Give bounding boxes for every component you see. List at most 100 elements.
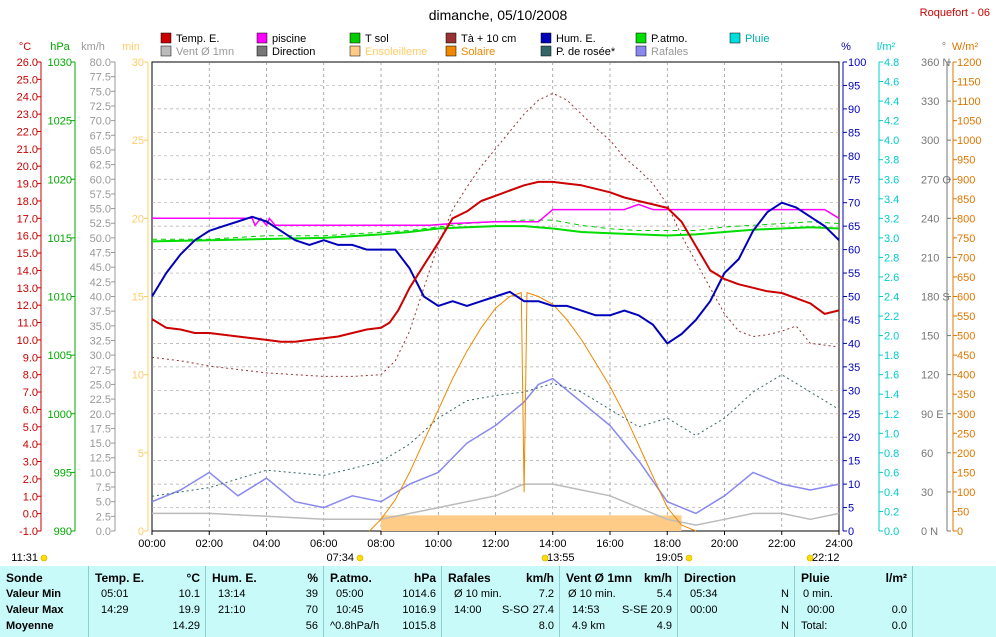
kmh-axis-label: 27.5 bbox=[90, 365, 111, 377]
pct-axis-label: 10 bbox=[848, 479, 860, 491]
kmh-axis-label: 37.5 bbox=[90, 306, 111, 318]
wm2-axis-label: 300 bbox=[957, 409, 975, 421]
kmh-axis-label: 52.5 bbox=[90, 218, 111, 230]
marker-sun-icon bbox=[40, 554, 48, 562]
unit-label: hPa bbox=[50, 41, 70, 53]
temp-axis-label: 1.0 bbox=[23, 491, 38, 503]
dir-axis-label: 30 bbox=[921, 487, 933, 499]
rain-axis-label: 0.8 bbox=[884, 448, 899, 460]
temp-axis-label: 11.0 bbox=[17, 318, 38, 330]
dir-axis-label: 330 bbox=[921, 96, 939, 108]
kmh-axis-label: 42.5 bbox=[90, 277, 111, 289]
wm2-axis-label: 700 bbox=[957, 252, 975, 264]
rafales-unit: km/h bbox=[525, 571, 554, 585]
legend-label: Hum. E. bbox=[556, 33, 596, 45]
kmh-axis-label: 55.0 bbox=[90, 204, 111, 216]
legend-label: Solaire bbox=[461, 46, 495, 58]
rain-axis-label: 4.0 bbox=[884, 135, 899, 147]
rain-axis-label: 3.8 bbox=[884, 155, 899, 167]
x-tick-label: 02:00 bbox=[195, 538, 223, 550]
rafales-max-val: 27.4 bbox=[532, 604, 554, 616]
series-vent-1mn bbox=[152, 483, 840, 526]
pct-axis-label: 75 bbox=[848, 174, 860, 186]
patmo-trend: ^0.8hPa/h bbox=[330, 620, 380, 632]
hum-min-val: 39 bbox=[305, 588, 318, 600]
legend-label: P.atmo. bbox=[651, 33, 688, 45]
patmo-mean: 1015.8 bbox=[402, 620, 436, 632]
dir-axis-label: 60 bbox=[921, 448, 933, 460]
rain-axis-label: 1.8 bbox=[884, 350, 899, 362]
rain-axis-label: 3.2 bbox=[884, 213, 899, 225]
pct-axis-label: 55 bbox=[848, 268, 860, 280]
min-axis-label: 15 bbox=[132, 292, 144, 304]
marker-sun-icon bbox=[541, 554, 549, 562]
dir-axis-label: 0 N bbox=[921, 526, 938, 538]
legend-swatch bbox=[349, 45, 361, 57]
vent-header: Vent Ø 1mn bbox=[566, 571, 633, 585]
station-name: Roquefort - 06 bbox=[920, 7, 990, 19]
vent-max-val: 20.9 bbox=[650, 604, 672, 616]
temp-axis-label: 19.0 bbox=[17, 179, 38, 191]
row-label-mean: Moyenne bbox=[6, 620, 54, 632]
series-solaire bbox=[369, 292, 697, 532]
kmh-axis-label: 45.0 bbox=[90, 262, 111, 274]
pluie-total-label: Total: bbox=[801, 620, 828, 632]
legend-label: Ensoleilleme bbox=[365, 46, 427, 58]
kmh-axis-label: 60.0 bbox=[90, 174, 111, 186]
hpa-axis-label: 1005 bbox=[48, 350, 72, 362]
temp-axis-label: 18.0 bbox=[17, 196, 38, 208]
pluie-total: 0.0 bbox=[891, 620, 907, 632]
hum-header: Hum. E. bbox=[212, 571, 257, 585]
rain-axis-label: 0.2 bbox=[884, 506, 899, 518]
pluie-min-time: 0 min. bbox=[803, 588, 833, 600]
col-patmo: P.atmo. hPa 05:00 1014.6 10:45 1016.9 ^0.8h… bbox=[323, 566, 442, 637]
dir-axis-label: 210 bbox=[921, 252, 939, 264]
kmh-axis-label: 75.0 bbox=[90, 86, 111, 98]
rain-axis-label: 4.2 bbox=[884, 116, 899, 128]
temp-axis-label: 21.0 bbox=[17, 144, 38, 156]
dir-axis-label: 270 O bbox=[921, 174, 951, 186]
direction-min-val: N bbox=[781, 588, 789, 600]
legend-label: Pluie bbox=[745, 33, 769, 45]
rafales-min-time: Ø 10 min. bbox=[454, 588, 502, 600]
temp-mean: 14.29 bbox=[172, 620, 200, 632]
temp-axis-label: 7.0 bbox=[23, 387, 38, 399]
pct-axis-label: 40 bbox=[848, 338, 860, 350]
x-tick-label: 18:00 bbox=[653, 538, 681, 550]
col-rafales: Rafales km/h Ø 10 min. 7.2 14:00 S-SO 27.4 8… bbox=[441, 566, 560, 637]
rain-axis-label: 2.0 bbox=[884, 331, 899, 343]
legend-swatch bbox=[256, 45, 268, 57]
pluie-max-time: 00:00 bbox=[807, 604, 835, 616]
pct-axis-label: 15 bbox=[848, 456, 860, 468]
pct-axis-label: 60 bbox=[848, 245, 860, 257]
rain-axis-label: 0.0 bbox=[884, 526, 899, 538]
vent-max-dir: S-SE bbox=[622, 604, 648, 616]
rain-axis-label: 3.6 bbox=[884, 174, 899, 186]
min-axis-label: 0 bbox=[138, 526, 144, 538]
dir-axis-label: 300 bbox=[921, 135, 939, 147]
kmh-axis-label: 40.0 bbox=[90, 292, 111, 304]
rafales-max-time: 14:00 bbox=[454, 604, 482, 616]
vent-min-val: 5.4 bbox=[656, 588, 672, 600]
kmh-axis-label: 7.5 bbox=[96, 482, 111, 494]
temp-axis-label: 6.0 bbox=[23, 404, 38, 416]
hpa-axis-label: 1020 bbox=[48, 174, 72, 186]
legend-label: Direction bbox=[272, 46, 315, 58]
vent-max-time: 14:53 bbox=[572, 604, 600, 616]
kmh-axis-label: 80.0 bbox=[90, 57, 111, 69]
weather-chart: dimanche, 05/10/2008 Roquefort - 06 Temp… bbox=[11, 7, 990, 564]
temp-axis-label: 3.0 bbox=[23, 457, 38, 469]
sunshine-bar bbox=[381, 515, 682, 531]
rafales-max-dir: S-SO bbox=[502, 604, 529, 616]
patmo-max-time: 10:45 bbox=[336, 604, 364, 616]
hum-mean: 56 bbox=[305, 620, 318, 632]
pct-axis-label: 85 bbox=[848, 127, 860, 139]
rain-axis-label: 0.4 bbox=[884, 487, 899, 499]
kmh-axis-label: 70.0 bbox=[90, 116, 111, 128]
kmh-axis-label: 72.5 bbox=[90, 101, 111, 113]
rain-axis-label: 1.6 bbox=[884, 370, 899, 382]
wm2-axis-label: 600 bbox=[957, 292, 975, 304]
wm2-axis-label: 1050 bbox=[957, 116, 981, 128]
marker-label: 13:55 bbox=[547, 552, 575, 564]
temp-axis-label: 25.0 bbox=[17, 74, 38, 86]
